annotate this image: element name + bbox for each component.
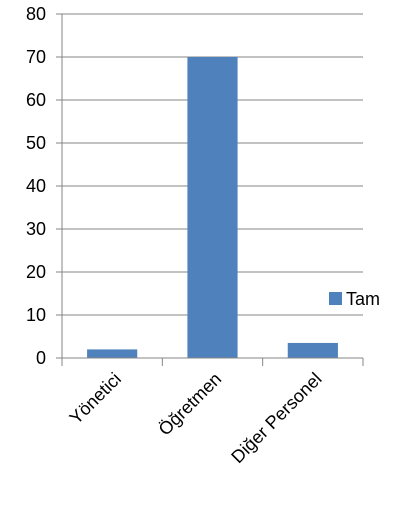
y-tick-label: 50 <box>26 133 46 153</box>
x-category-label: Diğer Personel <box>227 369 325 467</box>
y-tick-label: 30 <box>26 219 46 239</box>
y-tick-label: 40 <box>26 176 46 196</box>
y-axis-tick-labels: 0 10 20 30 40 50 60 70 80 <box>26 4 46 368</box>
bar <box>187 57 238 358</box>
legend-swatch <box>329 292 342 305</box>
bar <box>287 342 338 358</box>
x-axis-category-labels: Yönetici Öğretmen Diğer Personel <box>66 369 326 467</box>
legend: Tam <box>329 289 380 309</box>
bar <box>87 349 138 358</box>
y-tick-label: 80 <box>26 4 46 24</box>
y-tick-label: 20 <box>26 262 46 282</box>
y-tick-label: 0 <box>36 348 46 368</box>
legend-label: Tam <box>346 289 380 309</box>
y-tick-label: 10 <box>26 305 46 325</box>
x-category-label: Yönetici <box>66 369 125 428</box>
y-tick-label: 60 <box>26 90 46 110</box>
axes <box>56 13 364 366</box>
bars <box>87 57 338 358</box>
y-tick-label: 70 <box>26 47 46 67</box>
x-category-label: Öğretmen <box>155 369 226 440</box>
